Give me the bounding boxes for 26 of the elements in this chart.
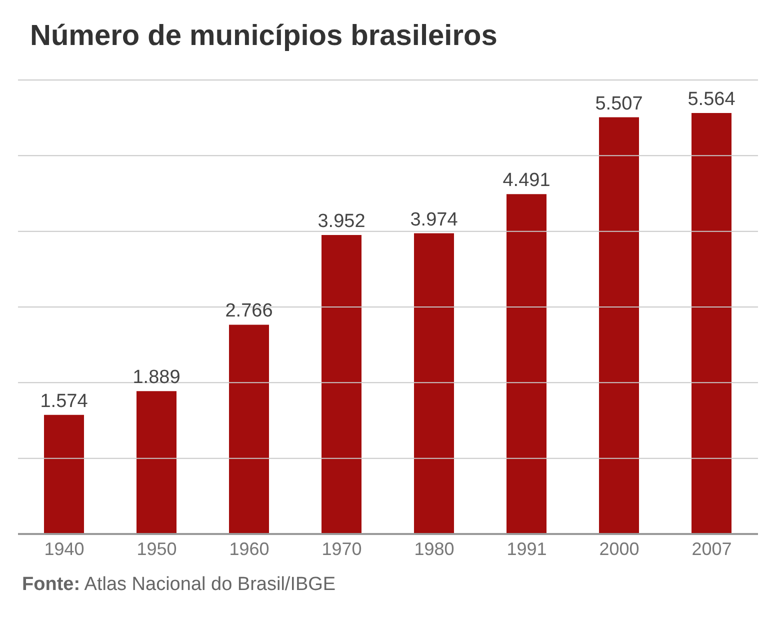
data-label: 5.507 [595, 93, 643, 114]
x-tick-label: 1991 [506, 538, 547, 559]
bar [692, 112, 732, 534]
x-tick-label: 2000 [599, 538, 640, 559]
data-label: 3.974 [410, 209, 458, 230]
bar [322, 234, 362, 534]
bar [229, 324, 269, 534]
data-label: 3.952 [318, 210, 366, 232]
chart-title: Número de municípios brasileiros [29, 19, 498, 54]
bar [506, 194, 546, 534]
source-note: Fonte: Atlas Nacional do Brasil/IBGE [22, 574, 336, 595]
x-tick-label: 1950 [136, 538, 177, 559]
x-tick-label: 1940 [44, 538, 84, 559]
x-tick-label: 1960 [229, 538, 270, 559]
bar [414, 233, 454, 534]
data-label: 4.491 [502, 170, 550, 192]
bar [599, 117, 639, 534]
data-label: 1.889 [132, 367, 180, 388]
x-tick-label: 1970 [322, 538, 362, 559]
data-label: 2.766 [225, 300, 273, 322]
bar [44, 414, 84, 534]
data-label: 5.564 [688, 88, 736, 110]
bar [136, 391, 176, 534]
data-label: 1.574 [40, 390, 88, 412]
x-tick-label: 1980 [414, 538, 454, 559]
x-tick-label: 2007 [692, 538, 732, 559]
